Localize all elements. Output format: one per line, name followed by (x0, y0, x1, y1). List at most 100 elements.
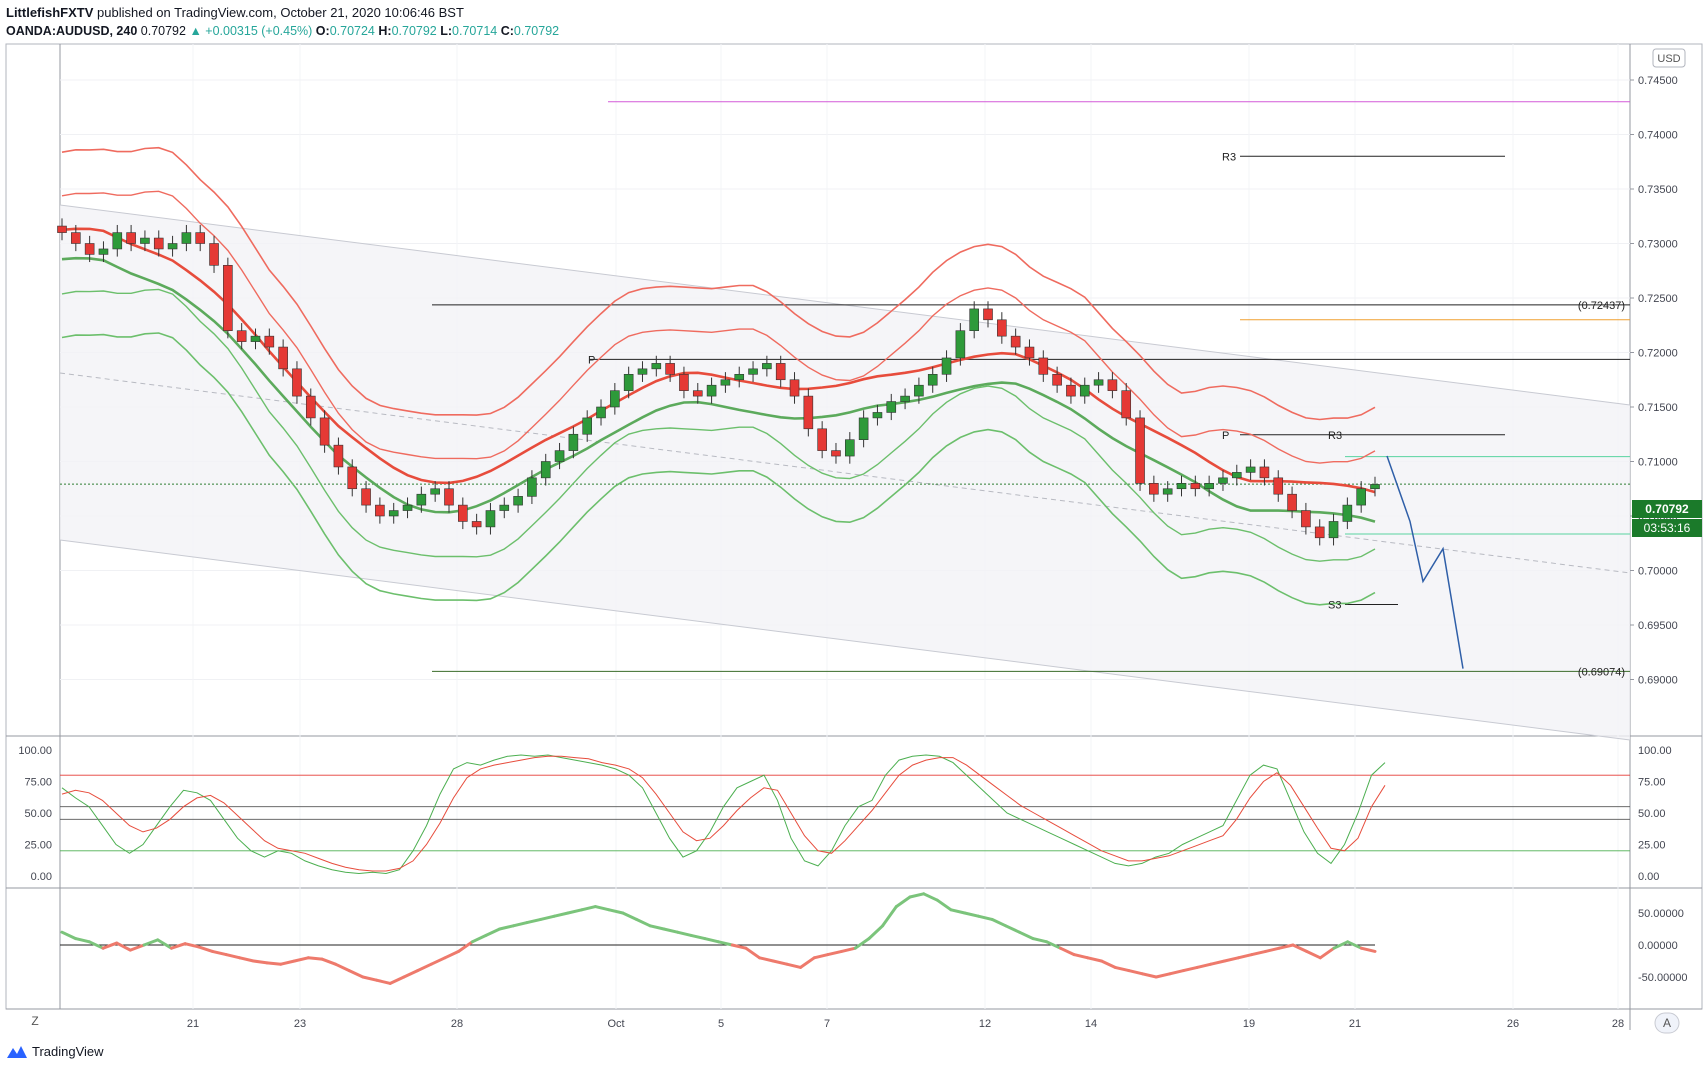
candle-body (775, 363, 786, 381)
osc-segment (1359, 946, 1377, 953)
candle-body (1356, 488, 1366, 506)
candle-body (305, 395, 316, 419)
candle-body (1314, 526, 1325, 539)
stoch-left-tick-label: 0.00 (31, 871, 52, 883)
time-tick-label: 5 (718, 1018, 724, 1030)
osc-segment (785, 962, 803, 969)
osc-tick-label: -50.00000 (1638, 972, 1688, 984)
osc-segment (279, 959, 297, 966)
candle-body (817, 428, 827, 451)
time-axis[interactable]: 21 23 28 Oct 5 7 12 14 19 21 26 28 (187, 1018, 1624, 1030)
candle-body (1052, 373, 1062, 386)
level-annotations: R3 (0.72437) P P R3 S3 (0.69074) (588, 151, 1625, 678)
candle-body (1245, 466, 1256, 473)
candle-body (209, 243, 219, 266)
candle-body (1176, 482, 1187, 490)
osc-segment (1209, 959, 1227, 966)
price-axis[interactable]: 0.74500 0.74000 0.73500 0.73000 0.72500 0.720… (1630, 75, 1678, 687)
high-value: 0.70792 (391, 24, 437, 38)
osc-segment (183, 942, 201, 949)
osc-segment (607, 908, 625, 915)
stoch-left-tick-label: 50.00 (24, 808, 52, 820)
publisher-name[interactable]: LittlefishFXTV (6, 5, 94, 20)
candle-body (679, 373, 689, 391)
osc-segment (717, 940, 734, 947)
candle-body (112, 232, 123, 250)
time-tick-label: Oct (607, 1018, 624, 1030)
osc-segment (580, 905, 597, 912)
stoch-left-tick-label: 75.00 (24, 777, 52, 789)
osc-segment (197, 945, 214, 953)
candle-body (416, 493, 427, 506)
candle-body (444, 488, 454, 506)
currency-badge[interactable] (1652, 48, 1686, 68)
osc-segment (1072, 953, 1090, 960)
candle-body (1204, 482, 1214, 490)
price-tick-label: 0.72500 (1638, 293, 1678, 305)
candle-body (1218, 477, 1228, 484)
publish-line: LittlefishFXTV published on TradingView.… (6, 4, 559, 22)
osc-segment (799, 956, 816, 969)
candle-body (264, 335, 275, 348)
osc-segment (74, 937, 91, 944)
osc-segment (457, 940, 474, 953)
osc-segment (730, 943, 748, 950)
candle-body (789, 379, 800, 397)
candlestick-series (57, 218, 1380, 546)
osc-segment (758, 956, 775, 963)
osc-segment (416, 962, 433, 973)
currency-badge-text: USD (1657, 53, 1680, 65)
osc-segment (388, 975, 406, 985)
osc-segment (840, 946, 857, 953)
candle-body (347, 466, 358, 490)
osc-segment (894, 895, 912, 909)
time-tick-label: 12 (979, 1018, 991, 1030)
candle-body (692, 390, 703, 397)
candle-body (831, 450, 841, 457)
candle-body (914, 384, 924, 397)
auto-scale-button-bg[interactable] (1654, 1012, 1680, 1034)
stoch-right-tick-label: 100.00 (1638, 745, 1672, 757)
candle-body (1162, 488, 1173, 495)
osc-segment (771, 959, 789, 966)
r3-lower-label: R3 (1328, 430, 1342, 442)
candle-body (71, 232, 81, 244)
osc-segment (539, 914, 556, 921)
osc-segment (935, 898, 953, 912)
pivot-lower-label: P (1222, 430, 1229, 442)
moving-average-green (61, 256, 1376, 523)
candle-body (1328, 521, 1339, 539)
price-tick-label: 0.70000 (1638, 566, 1678, 578)
candle-body (1135, 417, 1145, 484)
osc-segment (402, 969, 420, 979)
osc-segment (1236, 953, 1254, 960)
fib-low-label: (0.69074) (1578, 666, 1625, 678)
osc-segment (634, 917, 652, 928)
osc-segment (1086, 956, 1103, 963)
tradingview-logo[interactable]: TradingView (6, 1044, 104, 1059)
last-price-tag (1632, 500, 1702, 518)
osc-segment (375, 978, 392, 985)
candle-body (140, 237, 150, 244)
chart-header: LittlefishFXTV published on TradingView.… (6, 4, 559, 40)
candle-body (499, 504, 510, 511)
symbol-label[interactable]: OANDA:AUDUSD, 240 (6, 24, 138, 38)
candle-body (734, 373, 745, 381)
stoch-left-tick-label: 100.00 (18, 745, 52, 757)
candle-body (1121, 390, 1132, 419)
candle-body (513, 496, 523, 506)
price-tick-label: 0.74000 (1638, 130, 1678, 142)
candle-body (527, 477, 537, 497)
osc-segment (990, 917, 1008, 928)
stoch-right-tick-label: 50.00 (1638, 808, 1666, 820)
candle-body (900, 395, 910, 402)
candle-body (223, 264, 233, 331)
candle-body (610, 390, 620, 408)
candle-body (872, 412, 883, 419)
zoom-z-button[interactable]: Z (31, 1014, 38, 1028)
last-price-tag-text: 0.70792 (1645, 502, 1689, 516)
auto-scale-button[interactable]: A (1663, 1016, 1671, 1030)
candle-body (1079, 384, 1090, 397)
candle-body (153, 237, 164, 250)
